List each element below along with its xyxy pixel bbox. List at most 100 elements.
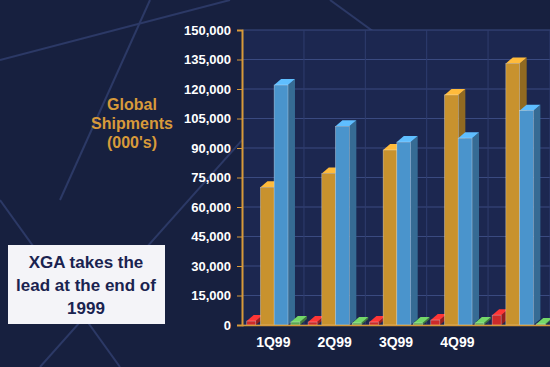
annotation-box: [8, 245, 165, 324]
bar-group: [414, 317, 430, 325]
y-tick: 75,000: [191, 170, 242, 185]
y-tick-label: 75,000: [191, 170, 231, 185]
grid-line-vertical: [303, 30, 304, 325]
y-tick-label: 45,000: [191, 229, 231, 244]
bar: [369, 322, 378, 325]
y-tick: 90,000: [191, 141, 242, 156]
y-tick-line: [237, 89, 242, 90]
bar-top: [414, 317, 430, 323]
bar: [260, 187, 274, 325]
bar: [291, 322, 300, 325]
text-line: 1999: [67, 299, 105, 318]
y-tick-line: [237, 60, 242, 61]
bar-top: [397, 136, 418, 142]
bar-group: [536, 318, 550, 325]
bar: [322, 174, 336, 325]
bar: [383, 150, 397, 325]
y-tick: 120,000: [184, 82, 242, 97]
x-tick: 4Q99: [440, 325, 474, 350]
grid-line: [242, 59, 550, 60]
bar-group: [291, 316, 307, 325]
y-tick: 30,000: [191, 259, 242, 274]
bar-group: [397, 136, 418, 325]
y-tick-label: 30,000: [191, 259, 231, 274]
background: [0, 0, 550, 367]
decor-line: [40, 120, 260, 367]
grid-line-vertical: [426, 30, 427, 325]
x-tick: 2Q99: [318, 325, 352, 350]
y-tick-label: 90,000: [191, 141, 231, 156]
bar-top: [444, 89, 465, 95]
grid-line-vertical: [488, 30, 489, 325]
bar-top: [506, 57, 527, 63]
y-tick-line: [237, 178, 242, 179]
text-line: (000's): [107, 134, 157, 151]
bar: [492, 315, 501, 325]
y-tick-line: [237, 296, 242, 297]
bar-group: [475, 317, 491, 325]
y-axis: 0 15,000 30,000 45,000 60,000 75,000 90,000 105…: [184, 23, 243, 333]
y-tick: 150,000: [184, 23, 242, 38]
plot-background: [242, 30, 550, 325]
y-tick: 105,000: [184, 111, 242, 126]
bar: [520, 111, 534, 325]
bar-top: [520, 105, 541, 111]
x-tick: 3Q99: [379, 325, 413, 350]
bar: [444, 95, 458, 325]
x-tick-label: 2Q99: [318, 334, 352, 350]
bar: [274, 85, 288, 325]
y-tick-line: [237, 30, 242, 31]
x-tick-label: 3Q99: [379, 334, 413, 350]
bar: [458, 138, 472, 325]
y-tick: 15,000: [191, 288, 242, 303]
y-tick-line: [237, 237, 242, 238]
bar: [414, 323, 423, 325]
y-tick-line: [237, 266, 242, 267]
bar-group: [520, 105, 541, 325]
bar: [397, 142, 411, 325]
y-tick-label: 120,000: [184, 82, 231, 97]
y-tick: 0: [224, 318, 242, 333]
grid-line-vertical: [365, 30, 366, 325]
bar: [308, 322, 317, 325]
bar-top: [291, 316, 307, 322]
x-axis-line: [243, 325, 550, 327]
bar: [352, 323, 361, 325]
bar-group: [352, 317, 368, 325]
bar-top: [475, 317, 491, 323]
bar: [475, 323, 484, 325]
bar-side: [288, 79, 295, 325]
annotation: XGA takes thelead at the end of1999: [8, 245, 165, 324]
x-tick-label: 4Q99: [440, 334, 474, 350]
bar-top: [352, 317, 368, 323]
bar-top: [274, 79, 295, 85]
annotation-text: XGA takes thelead at the end of1999: [16, 253, 156, 318]
bar-side: [533, 105, 540, 325]
chart: 0 15,000 30,000 45,000 60,000 75,000 90,000 105…: [0, 0, 550, 367]
bar-top: [335, 120, 356, 126]
bar-side: [349, 120, 356, 325]
y-axis-title: Global Shipments (000's): [91, 96, 173, 151]
bars: [247, 57, 550, 325]
bar-group: [458, 132, 479, 325]
bar-top: [458, 132, 479, 138]
y-tick: 135,000: [184, 52, 242, 67]
x-tick: 1Q99: [256, 325, 290, 350]
decor-line: [0, 0, 230, 60]
text-line: Global: [107, 96, 157, 113]
bar: [247, 321, 256, 325]
y-tick: 45,000: [191, 229, 242, 244]
bar: [431, 320, 440, 325]
bar: [506, 63, 520, 325]
text-line: Shipments: [91, 115, 173, 132]
y-tick-line: [237, 207, 242, 208]
bar-side: [472, 132, 479, 325]
y-tick-line: [237, 325, 242, 326]
background-decoration: [0, 0, 550, 367]
grid: [242, 30, 550, 325]
x-tick-label: 1Q99: [256, 334, 290, 350]
y-tick: 60,000: [191, 200, 242, 215]
y-tick-label: 135,000: [184, 52, 231, 67]
y-axis-line: [237, 31, 243, 326]
text-line: lead at the end of: [16, 276, 156, 295]
